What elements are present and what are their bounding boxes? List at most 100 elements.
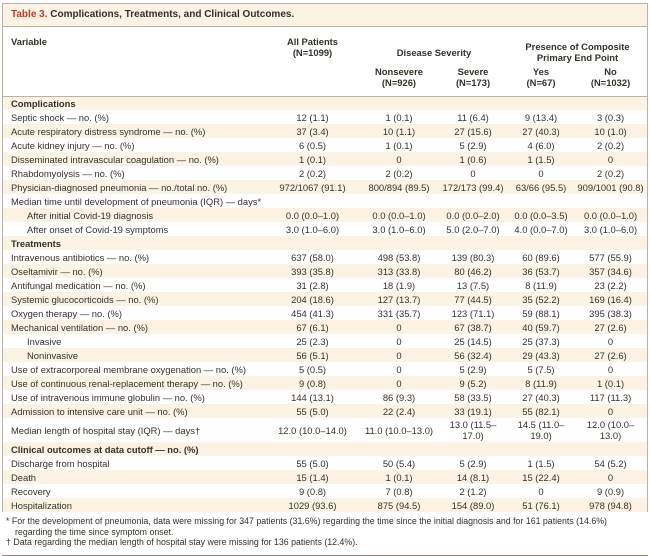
cell-value: 875 (94.5)	[360, 498, 438, 512]
cell-value: 0.0 (0.0–1.0)	[574, 208, 648, 222]
cell-value: 972/1067 (91.1)	[265, 180, 360, 194]
row-label: Discharge from hospital	[3, 456, 265, 470]
cell-value: 58 (33.5)	[438, 390, 509, 404]
cell-value: 3.0 (1.0–6.0)	[360, 222, 438, 236]
cell-value: 4.0 (0.0–7.0)	[508, 222, 575, 236]
cell-value: 577 (55.9)	[574, 250, 648, 264]
cell-value: 3.0 (1.0–6.0)	[265, 222, 360, 236]
row-label: Oxygen therapy — no. (%)	[3, 306, 265, 320]
row-label: Death	[3, 470, 265, 484]
column-header-yes: Yes (N=67)	[508, 64, 575, 96]
footnotes: * For the development of pneumonia, data…	[2, 512, 648, 551]
column-header-severe: Severe (N=173)	[438, 64, 509, 96]
cell-value: 2 (0.2)	[265, 166, 360, 180]
row-label: Septic shock — no. (%)	[3, 110, 265, 124]
row-label: Acute kidney injury — no. (%)	[3, 138, 265, 152]
cell-value: 27 (2.6)	[574, 320, 648, 334]
cell-value: 123 (71.1)	[438, 306, 509, 320]
cell-value: 8 (11.9)	[508, 376, 575, 390]
cell-value: 14.5 (11.0–19.0)	[508, 418, 575, 442]
cell-value: 1 (1.5)	[508, 456, 575, 470]
cell-value: 9 (0.8)	[265, 376, 360, 390]
cell-value: 2 (0.2)	[574, 138, 648, 152]
table-frame: Table 3. Complications, Treatments, and …	[2, 3, 648, 556]
cell-value: 0.0 (0.0–1.0)	[360, 208, 438, 222]
clinical-outcomes-table: Variable All Patients (N=1099) Disease S…	[3, 27, 648, 512]
cell-value: 50 (5.4)	[360, 456, 438, 470]
cell-value: 25 (14.5)	[438, 334, 509, 348]
table-row: Hospitalization 1029 (93.6) 875 (94.5) 154 …	[3, 498, 648, 512]
column-header-nonsevere: Nonsevere (N=926)	[360, 64, 438, 96]
column-spanner-disease-severity: Disease Severity	[360, 27, 509, 64]
cell-value: 8 (11.9)	[508, 278, 575, 292]
cell-value: 127 (13.7)	[360, 292, 438, 306]
cell-value: 0	[574, 362, 648, 376]
cell-value: 5.0 (2.0–7.0)	[438, 222, 509, 236]
table-row: Mechanical ventilation — no. (%) 67 (6.1)…	[3, 320, 648, 334]
row-label: Acute respiratory distress syndrome — no…	[3, 124, 265, 138]
cell-value: 498 (53.8)	[360, 250, 438, 264]
table-title-text: Complications, Treatments, and Clinical …	[50, 9, 295, 20]
cell-value: 0	[360, 334, 438, 348]
cell-value: 12.0 (10.0–14.0)	[265, 418, 360, 442]
cell-value: 2 (1.2)	[438, 484, 509, 498]
cell-value: 55 (5.0)	[265, 404, 360, 418]
table-row: Discharge from hospital 55 (5.0) 50 (5.4) 5…	[3, 456, 648, 470]
cell-value: 27 (2.6)	[574, 348, 648, 362]
cell-value: 0.0 (0.0–3.5)	[508, 208, 575, 222]
row-label: Antifungal medication — no. (%)	[3, 278, 265, 292]
row-label: Oseltamivir — no. (%)	[3, 264, 265, 278]
cell-value: 67 (38.7)	[438, 320, 509, 334]
cell-value: 0.0 (0.0–2.0)	[438, 208, 509, 222]
table-row: Use of extracorporeal membrane oxygenati…	[3, 362, 648, 376]
table-row: Death 15 (1.4) 1 (0.1) 14 (8.1) 15 (22.4) 0	[3, 470, 648, 484]
cell-value: 4 (6.0)	[508, 138, 575, 152]
cell-value: 144 (13.1)	[265, 390, 360, 404]
row-label: Rhabdomyolysis — no. (%)	[3, 166, 265, 180]
cell-value: 5 (0.5)	[265, 362, 360, 376]
cell-value: 25 (37.3)	[508, 334, 575, 348]
cell-value: 9 (13.4)	[508, 110, 575, 124]
row-label: Clinical outcomes at data cutoff — no. (…	[3, 442, 648, 456]
cell-value: 63/66 (95.5)	[508, 180, 575, 194]
cell-value: 3 (0.3)	[574, 110, 648, 124]
cell-value: 0	[360, 320, 438, 334]
row-label: Use of extracorporeal membrane oxygenati…	[3, 362, 265, 376]
cell-value: 10 (1.0)	[574, 124, 648, 138]
table-row: Invasive 25 (2.3) 0 25 (14.5) 25 (37.3) 0	[3, 334, 648, 348]
table-body: Complications Septic shock — no. (%) 12 (1…	[3, 96, 648, 512]
cell-value: 10 (1.1)	[360, 124, 438, 138]
row-label: Disseminated intravascular coagulation —…	[3, 152, 265, 166]
cell-value: 35 (52.2)	[508, 292, 575, 306]
cell-value: 5 (2.9)	[438, 138, 509, 152]
table-row: Rhabdomyolysis — no. (%) 2 (0.2) 2 (0.2) 0 0…	[3, 166, 648, 180]
row-label: Invasive	[3, 334, 265, 348]
cell-value: 12 (1.1)	[265, 110, 360, 124]
cell-value: 13 (7.5)	[438, 278, 509, 292]
cell-value: 13.0 (11.5–17.0)	[438, 418, 509, 442]
row-label: Intravenous antibiotics — no. (%)	[3, 250, 265, 264]
cell-value: 27 (40.3)	[508, 390, 575, 404]
table-row: Noninvasive 56 (5.1) 0 56 (32.4) 29 (43.3) 27…	[3, 348, 648, 362]
cell-value: 1 (0.1)	[360, 470, 438, 484]
row-label: After initial Covid-19 diagnosis	[3, 208, 265, 222]
cell-value: 27 (40.3)	[508, 124, 575, 138]
table-title: Table 3. Complications, Treatments, and …	[3, 4, 647, 27]
cell-value: 31 (2.8)	[265, 278, 360, 292]
cell-value: 12.0 (10.0–13.0)	[574, 418, 648, 442]
cell-value: 55 (5.0)	[265, 456, 360, 470]
row-label: Median time until development of pneumon…	[3, 194, 648, 208]
cell-value: 77 (44.5)	[438, 292, 509, 306]
cell-value: 1 (0.6)	[438, 152, 509, 166]
cell-value: 0	[508, 484, 575, 498]
cell-value: 2 (0.2)	[360, 166, 438, 180]
table-row: Antifungal medication — no. (%) 31 (2.8) 1…	[3, 278, 648, 292]
column-header-no: No (N=1032)	[574, 64, 648, 96]
cell-value: 9 (0.9)	[574, 484, 648, 498]
cell-value: 55 (82.1)	[508, 404, 575, 418]
cell-value: 15 (1.4)	[265, 470, 360, 484]
row-label: Median length of hospital stay (IQR) — d…	[3, 418, 265, 442]
table-row: After initial Covid-19 diagnosis 0.0 (0.0…	[3, 208, 648, 222]
cell-value: 67 (6.1)	[265, 320, 360, 334]
table-row: After onset of Covid-19 symptoms 3.0 (1.0…	[3, 222, 648, 236]
